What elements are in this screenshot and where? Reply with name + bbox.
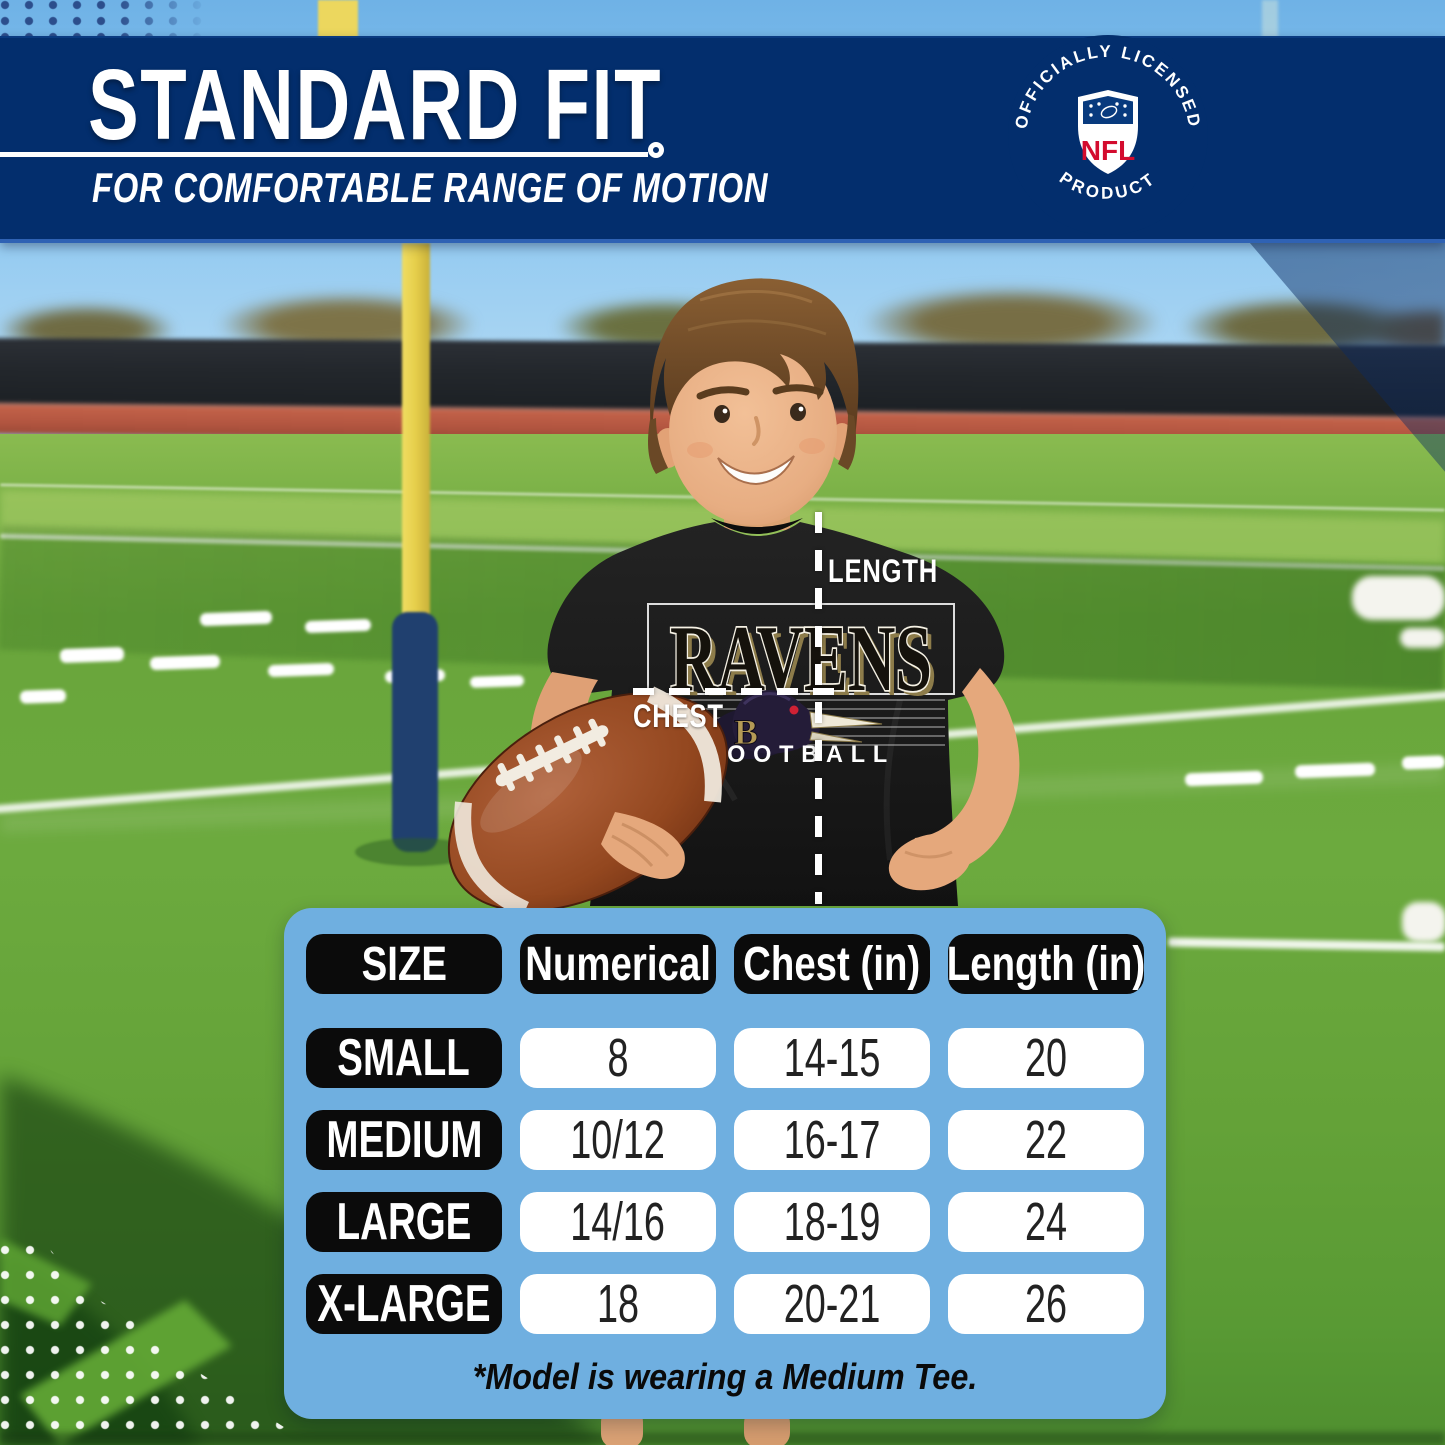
chest-value: 18-19 xyxy=(734,1192,930,1252)
eyebrow xyxy=(772,384,824,396)
size-chart-panel: SIZE Numerical Chest (in) Length (in) SM… xyxy=(284,908,1166,1419)
ball-stripe xyxy=(454,801,530,918)
numerical-value: 10/12 xyxy=(520,1110,716,1170)
length-value: 24 xyxy=(948,1192,1144,1252)
chest-value: 16-17 xyxy=(734,1110,930,1170)
field-number-paint xyxy=(1352,576,1445,620)
raven-eye xyxy=(789,705,799,715)
size-row-medium: MEDIUM 10/12 16-17 22 xyxy=(306,1110,1144,1170)
goalpost-upright-left xyxy=(318,0,358,38)
nfl-shield-icon: NFL xyxy=(1078,90,1138,174)
length-label: LENGTH xyxy=(828,553,939,589)
ball-laces xyxy=(495,718,609,792)
goalpost-upright-right xyxy=(1262,0,1278,38)
size-label: SMALL xyxy=(306,1028,502,1088)
hand-on-ball xyxy=(601,812,685,880)
football-word: FOOTBALL xyxy=(705,741,895,768)
size-row-small: SMALL 8 14-15 20 xyxy=(306,1028,1144,1088)
size-chart-header-row: SIZE Numerical Chest (in) Length (in) xyxy=(306,934,1144,994)
beak-upper xyxy=(809,711,883,729)
field-paint xyxy=(1402,902,1445,942)
page-title: STANDARD FIT xyxy=(88,49,663,161)
chest-value: 20-21 xyxy=(734,1274,930,1334)
size-label: LARGE xyxy=(306,1192,502,1252)
chest-dashed-line xyxy=(633,688,835,695)
length-value: 26 xyxy=(948,1274,1144,1334)
goalpost xyxy=(355,243,475,866)
team-wordmark: RAVENS xyxy=(670,607,932,711)
column-header-numerical: Numerical xyxy=(520,934,716,994)
raven-logo: B xyxy=(708,690,883,760)
underline-ring xyxy=(648,142,664,158)
length-value: 20 xyxy=(948,1028,1144,1088)
beak-lower xyxy=(809,731,863,743)
title-underline xyxy=(0,152,648,157)
dot-pattern-top xyxy=(0,0,210,38)
arm-right xyxy=(888,668,1020,891)
numerical-value: 14/16 xyxy=(520,1192,716,1252)
nose xyxy=(752,416,761,446)
numerical-value: 8 xyxy=(520,1028,716,1088)
chest-label: CHEST xyxy=(633,698,724,734)
size-label: MEDIUM xyxy=(306,1110,502,1170)
column-header-size: SIZE xyxy=(306,934,502,994)
nfl-licensed-badge: OFFICIALLY LICENSED PRODUCT NFL xyxy=(1008,35,1208,235)
monogram: B xyxy=(734,712,758,752)
nfl-label: NFL xyxy=(1081,135,1135,166)
size-label: X-LARGE xyxy=(306,1274,502,1334)
eye xyxy=(714,405,730,423)
banner: STANDARD FIT FOR COMFORTABLE RANGE OF MO… xyxy=(0,35,1445,243)
field-number-paint xyxy=(1400,628,1445,648)
numerical-value: 18 xyxy=(520,1274,716,1334)
model-note: *Model is wearing a Medium Tee. xyxy=(472,1356,978,1397)
eyebrow xyxy=(696,386,750,400)
head xyxy=(648,278,859,525)
column-header-chest: Chest (in) xyxy=(734,934,930,994)
page-subtitle: FOR COMFORTABLE RANGE OF MOTION xyxy=(92,164,769,211)
hand-on-hip xyxy=(888,833,972,891)
smile xyxy=(717,455,795,486)
length-value: 22 xyxy=(948,1110,1144,1170)
column-header-length: Length (in) xyxy=(948,934,1144,994)
hair xyxy=(650,278,859,448)
eye xyxy=(790,403,806,421)
length-dashed-line xyxy=(815,512,822,904)
ball-stripe xyxy=(646,686,722,803)
size-row-xlarge: X-LARGE 18 20-21 26 xyxy=(306,1274,1144,1334)
chest-value: 14-15 xyxy=(734,1028,930,1088)
size-row-large: LARGE 14/16 18-19 24 xyxy=(306,1192,1144,1252)
team-wordmark-shadow: RAVENS xyxy=(675,612,937,716)
